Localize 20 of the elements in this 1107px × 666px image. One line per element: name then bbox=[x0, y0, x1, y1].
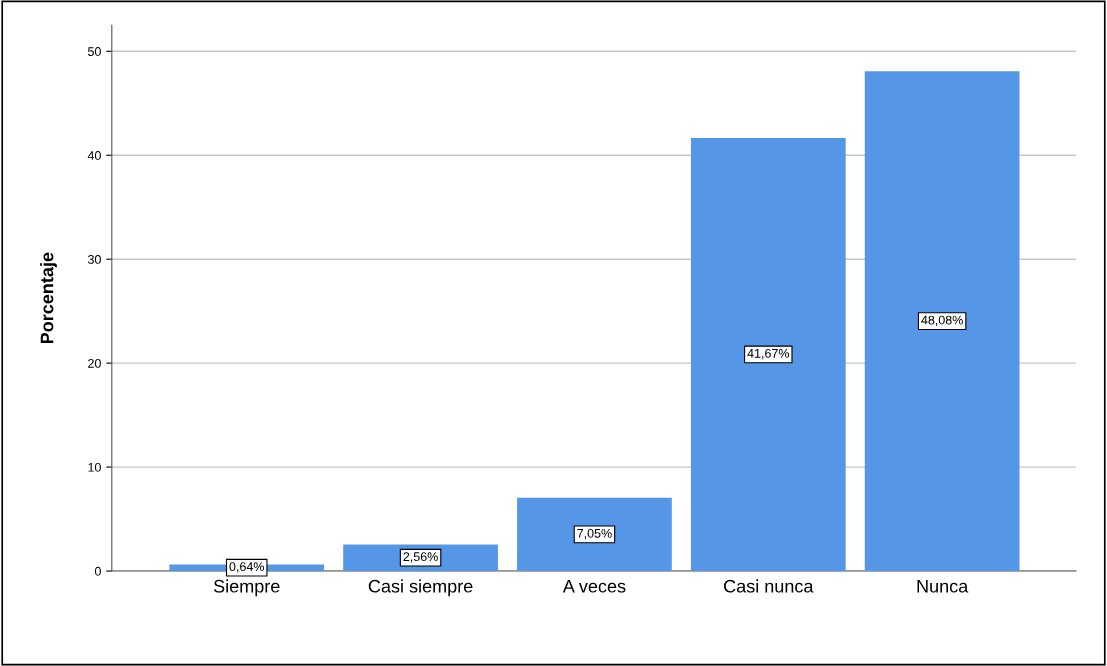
data-label: 41,67% bbox=[747, 348, 790, 360]
y-tick-label: 0 bbox=[94, 566, 101, 576]
data-label: 0,64% bbox=[229, 562, 264, 573]
x-tick-label: A veces bbox=[562, 580, 626, 593]
y-tick-label: 10 bbox=[88, 462, 101, 472]
bar bbox=[864, 71, 1020, 572]
y-axis-title: Porcentaje bbox=[40, 252, 57, 344]
y-tick-label: 40 bbox=[87, 151, 101, 160]
y-tick-label: 50 bbox=[87, 47, 101, 56]
y-tick-label: 20 bbox=[88, 358, 101, 368]
data-label: 48,08% bbox=[921, 315, 963, 326]
x-tick-label: Siempre bbox=[213, 579, 280, 597]
data-label: 2,56% bbox=[403, 552, 438, 563]
x-tick-label: Casi nunca bbox=[724, 579, 814, 593]
x-tick-label: Casi siempre bbox=[368, 579, 473, 597]
data-label: 7,05% bbox=[577, 528, 612, 540]
bar bbox=[690, 137, 846, 572]
x-tick-label: Nunca bbox=[917, 580, 969, 593]
bar bbox=[517, 497, 672, 572]
y-tick-label: 30 bbox=[87, 254, 101, 264]
